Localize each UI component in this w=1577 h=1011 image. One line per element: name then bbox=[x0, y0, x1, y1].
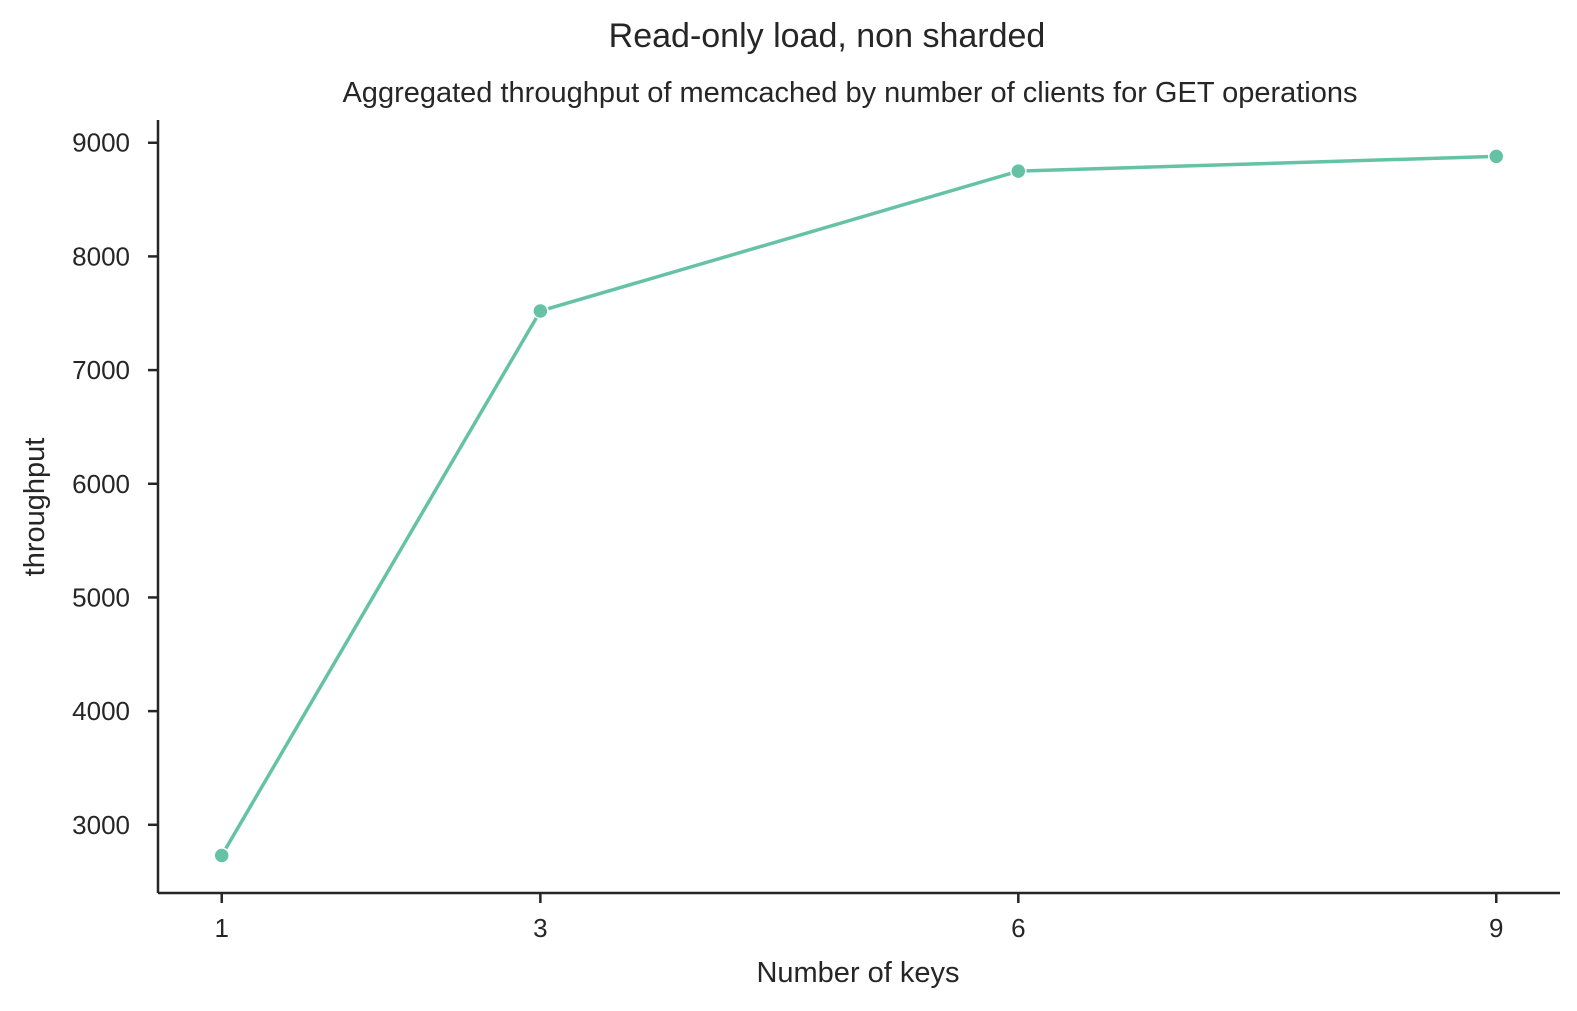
y-tick-label: 5000 bbox=[72, 582, 130, 612]
x-axis-label: Number of keys bbox=[756, 957, 959, 989]
x-tick-label: 6 bbox=[1011, 913, 1025, 943]
y-tick-label: 6000 bbox=[72, 469, 130, 499]
data-point bbox=[1488, 148, 1505, 165]
x-axis-ticks: 1 3 6 9 bbox=[214, 893, 1504, 943]
y-tick-label: 9000 bbox=[72, 128, 130, 158]
x-tick-label: 1 bbox=[214, 913, 228, 943]
x-tick-label: 3 bbox=[533, 913, 547, 943]
data-point bbox=[532, 302, 549, 320]
y-tick-label: 8000 bbox=[72, 241, 130, 271]
data-point bbox=[213, 847, 230, 864]
x-tick-label: 9 bbox=[1489, 913, 1503, 943]
data-point bbox=[1010, 162, 1027, 180]
y-axis-ticks: 3000 4000 5000 6000 7000 8000 9000 bbox=[72, 128, 158, 840]
chart-title: Read-only load, non sharded bbox=[609, 17, 1046, 55]
y-tick-label: 4000 bbox=[72, 696, 130, 726]
y-tick-label: 3000 bbox=[72, 810, 130, 840]
series-line bbox=[219, 154, 1499, 858]
y-axis-label: throughput bbox=[19, 438, 51, 577]
series-layer bbox=[213, 148, 1505, 864]
y-tick-label: 7000 bbox=[72, 355, 130, 385]
chart-subtitle: Aggregated throughput of memcached by nu… bbox=[342, 77, 1357, 109]
